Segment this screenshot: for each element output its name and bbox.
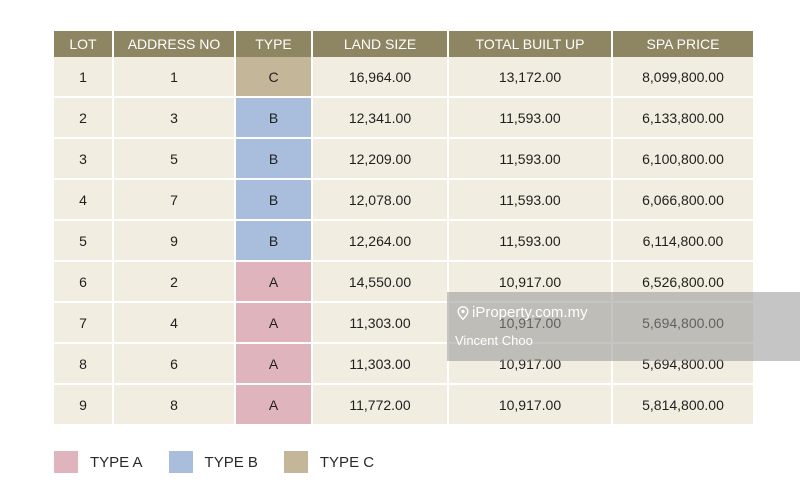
watermark-overlay: iProperty.com.my Vincent Choo — [447, 292, 800, 361]
table-row: 1 1 C 16,964.00 13,172.00 8,099,800.00 — [54, 57, 753, 98]
legend-swatch — [283, 451, 308, 473]
legend-label: TYPE A — [90, 453, 143, 471]
spa-price-cell: 8,099,800.00 — [612, 57, 753, 98]
lot-cell: 7 — [54, 302, 114, 344]
type-cell: B — [235, 138, 313, 180]
table-header: LOT ADDRESS NO TYPE LAND SIZE TOTAL BUILT UP… — [54, 31, 753, 57]
type-cell: A — [235, 384, 313, 426]
land-size-cell: 12,078.00 — [312, 179, 449, 221]
legend-swatch — [168, 451, 193, 473]
spa-price-cell: 6,133,800.00 — [612, 97, 753, 139]
legend-item: TYPE A — [54, 451, 143, 473]
lot-cell: 2 — [54, 97, 114, 139]
watermark-brand-text: iProperty.com.my — [472, 304, 588, 321]
table-row: 4 7 B 12,078.00 11,593.00 6,066,800.00 — [54, 179, 753, 221]
type-legend: TYPE A TYPE B TYPE C — [54, 451, 400, 473]
address-no-cell: 5 — [113, 138, 236, 180]
lot-cell: 8 — [54, 343, 114, 385]
table-row: 6 2 A 14,550.00 10,917.00 6,526,800.00 — [54, 261, 753, 303]
type-cell: C — [235, 57, 313, 98]
land-size-cell: 12,341.00 — [312, 97, 449, 139]
type-cell: A — [235, 261, 313, 303]
address-no-cell: 9 — [113, 220, 236, 262]
table-body: 1 1 C 16,964.00 13,172.00 8,099,800.00 2 3 B 12,3… — [54, 57, 753, 426]
type-cell: A — [235, 302, 313, 344]
type-cell: B — [235, 97, 313, 139]
table-row: 3 5 B 12,209.00 11,593.00 6,100,800.00 — [54, 138, 753, 180]
spa-price-cell: 6,114,800.00 — [612, 220, 753, 262]
column-header: LAND SIZE — [312, 31, 449, 57]
lot-cell: 3 — [54, 138, 114, 180]
spa-price-cell: 6,100,800.00 — [612, 138, 753, 180]
address-no-cell: 7 — [113, 179, 236, 221]
watermark-brand: iProperty.com.my — [457, 304, 588, 321]
address-no-cell: 4 — [113, 302, 236, 344]
legend-label: TYPE C — [319, 453, 375, 471]
total-built-up-cell: 11,593.00 — [448, 138, 613, 180]
land-size-cell: 11,303.00 — [312, 343, 449, 385]
map-pin-icon — [457, 305, 469, 320]
table-row: 9 8 A 11,772.00 10,917.00 5,814,800.00 — [54, 384, 753, 426]
total-built-up-cell: 13,172.00 — [448, 57, 613, 98]
column-header: ADDRESS NO — [113, 31, 236, 57]
total-built-up-cell: 11,593.00 — [448, 220, 613, 262]
address-no-cell: 2 — [113, 261, 236, 303]
address-no-cell: 3 — [113, 97, 236, 139]
lot-cell: 6 — [54, 261, 114, 303]
spa-price-cell: 6,066,800.00 — [612, 179, 753, 221]
column-header: TOTAL BUILT UP — [448, 31, 613, 57]
land-size-cell: 16,964.00 — [312, 57, 449, 98]
type-cell: B — [235, 179, 313, 221]
column-header: LOT — [54, 31, 114, 57]
watermark-agent: Vincent Choo — [455, 333, 533, 348]
column-header: SPA PRICE — [612, 31, 753, 57]
land-size-cell: 11,772.00 — [312, 384, 449, 426]
type-cell: B — [235, 220, 313, 262]
total-built-up-cell: 11,593.00 — [448, 97, 613, 139]
lot-cell: 9 — [54, 384, 114, 426]
legend-label: TYPE B — [204, 453, 258, 471]
lot-cell: 5 — [54, 220, 114, 262]
header-row: LOT ADDRESS NO TYPE LAND SIZE TOTAL BUILT UP… — [54, 31, 753, 57]
price-table: LOT ADDRESS NO TYPE LAND SIZE TOTAL BUILT UP… — [54, 31, 753, 426]
spa-price-cell: 5,814,800.00 — [612, 384, 753, 426]
total-built-up-cell: 10,917.00 — [448, 384, 613, 426]
table-row: 2 3 B 12,341.00 11,593.00 6,133,800.00 — [54, 97, 753, 139]
lot-cell: 1 — [54, 57, 114, 98]
land-size-cell: 12,209.00 — [312, 138, 449, 180]
column-header: TYPE — [235, 31, 313, 57]
address-no-cell: 6 — [113, 343, 236, 385]
land-size-cell: 14,550.00 — [312, 261, 449, 303]
land-size-cell: 11,303.00 — [312, 302, 449, 344]
lot-cell: 4 — [54, 179, 114, 221]
address-no-cell: 8 — [113, 384, 236, 426]
land-size-cell: 12,264.00 — [312, 220, 449, 262]
total-built-up-cell: 11,593.00 — [448, 179, 613, 221]
table-row: 5 9 B 12,264.00 11,593.00 6,114,800.00 — [54, 220, 753, 262]
address-no-cell: 1 — [113, 57, 236, 98]
legend-item: TYPE C — [283, 451, 375, 473]
legend-item: TYPE B — [168, 451, 258, 473]
type-cell: A — [235, 343, 313, 385]
legend-swatch — [54, 451, 78, 473]
